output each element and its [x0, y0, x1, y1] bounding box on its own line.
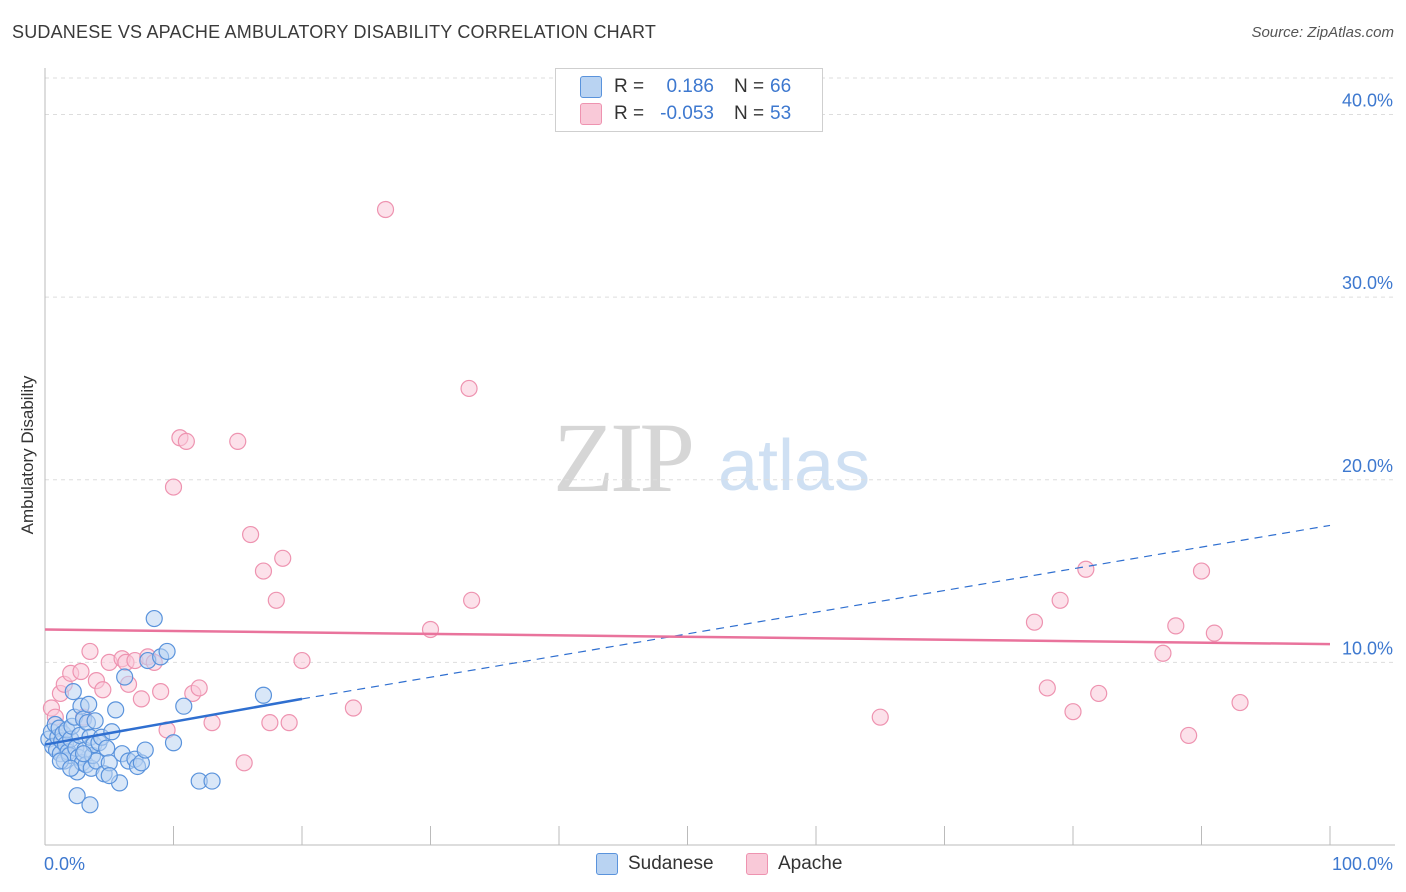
sudanese-point	[80, 695, 98, 713]
apache-point	[81, 642, 99, 661]
apache-point	[1038, 679, 1056, 697]
apache-point	[1154, 644, 1172, 662]
y-tick-label: 20.0%	[1342, 456, 1393, 476]
sudanese-point	[254, 686, 273, 704]
apache-point	[267, 591, 285, 609]
apache-trend-line	[44, 628, 1331, 646]
apache-point	[1090, 684, 1108, 703]
apache-point	[132, 690, 150, 708]
sudanese-point	[98, 739, 116, 757]
sudanese-point	[68, 787, 86, 805]
n-label: N =	[734, 76, 765, 97]
apache-point	[177, 432, 195, 451]
x-tick-label: 100.0%	[1332, 854, 1393, 874]
sudanese-point	[107, 701, 125, 719]
source-label: Source: ZipAtlas.com	[1251, 24, 1394, 41]
apache-point	[1051, 591, 1069, 609]
y-tick-label: 40.0%	[1342, 91, 1393, 111]
chart-title: SUDANESE VS APACHE AMBULATORY DISABILITY…	[12, 22, 657, 42]
apache-point	[344, 699, 362, 717]
sudanese-point	[136, 741, 154, 759]
sudanese-point	[158, 642, 176, 661]
sudanese-point	[62, 759, 80, 777]
sudanese-legend-swatch	[596, 853, 618, 875]
apache-point	[254, 562, 273, 580]
x-tick-label: 0.0%	[44, 854, 85, 874]
sudanese-point	[100, 767, 118, 785]
n-label: N =	[734, 103, 765, 124]
sudanese-swatch	[580, 76, 602, 98]
n-value-apache: 53	[770, 103, 792, 124]
apache-point	[376, 200, 395, 219]
sudanese-point	[203, 772, 221, 790]
n-value-sudanese: 66	[770, 76, 792, 97]
legend-item-sudanese[interactable]: Sudanese	[596, 852, 714, 876]
legend-row-apache: R = -0.053 N = 53	[580, 102, 791, 126]
sudanese-point	[164, 734, 183, 752]
apache-point	[242, 525, 260, 544]
legend-label-apache: Apache	[778, 853, 843, 874]
apache-point	[261, 714, 279, 732]
r-value-apache: -0.053	[660, 103, 714, 124]
sudanese-point	[145, 609, 163, 628]
apache-point	[280, 714, 298, 732]
correlation-legend: R = 0.186 N = 66 R = -0.053 N = 53	[555, 68, 823, 132]
y-tick-label: 30.0%	[1342, 273, 1393, 293]
apache-point	[1205, 624, 1223, 642]
sudanese-point	[81, 796, 99, 814]
apache-point	[72, 662, 90, 681]
watermark-atlas: atlas	[718, 426, 871, 506]
apache-point	[152, 682, 170, 701]
sudanese-point	[116, 668, 134, 686]
apache-point	[1167, 617, 1185, 635]
apache-legend-swatch	[746, 853, 768, 875]
apache-point	[190, 679, 208, 697]
apache-point	[164, 478, 183, 496]
apache-point	[235, 754, 253, 772]
watermark-zip: ZIP	[553, 402, 695, 513]
legend-label-sudanese: Sudanese	[628, 853, 714, 874]
sudanese-point	[64, 682, 82, 701]
apache-point	[460, 379, 478, 398]
legend-item-apache[interactable]: Apache	[746, 852, 842, 876]
sudanese-trend-line	[44, 697, 303, 746]
sudanese-point	[74, 745, 93, 763]
apache-point	[1077, 560, 1095, 578]
apache-point	[229, 432, 247, 451]
sudanese-trend-extension	[301, 524, 1331, 700]
apache-point	[274, 549, 292, 567]
apache-point	[293, 651, 311, 670]
r-label: R =	[614, 103, 645, 124]
apache-point	[1064, 703, 1082, 721]
apache-point	[463, 591, 481, 609]
sudanese-point	[175, 697, 193, 715]
apache-point	[1231, 693, 1249, 712]
r-value-sudanese: 0.186	[666, 76, 714, 97]
apache-point	[1192, 562, 1211, 580]
apache-point	[1180, 726, 1198, 745]
legend-row-sudanese: R = 0.186 N = 66	[580, 75, 791, 99]
apache-swatch	[580, 103, 602, 125]
sudanese-point	[86, 712, 104, 730]
apache-point	[94, 681, 112, 699]
y-tick-label: 10.0%	[1342, 638, 1393, 658]
apache-point	[1025, 613, 1044, 631]
r-label: R =	[614, 76, 645, 97]
apache-point	[871, 708, 889, 726]
